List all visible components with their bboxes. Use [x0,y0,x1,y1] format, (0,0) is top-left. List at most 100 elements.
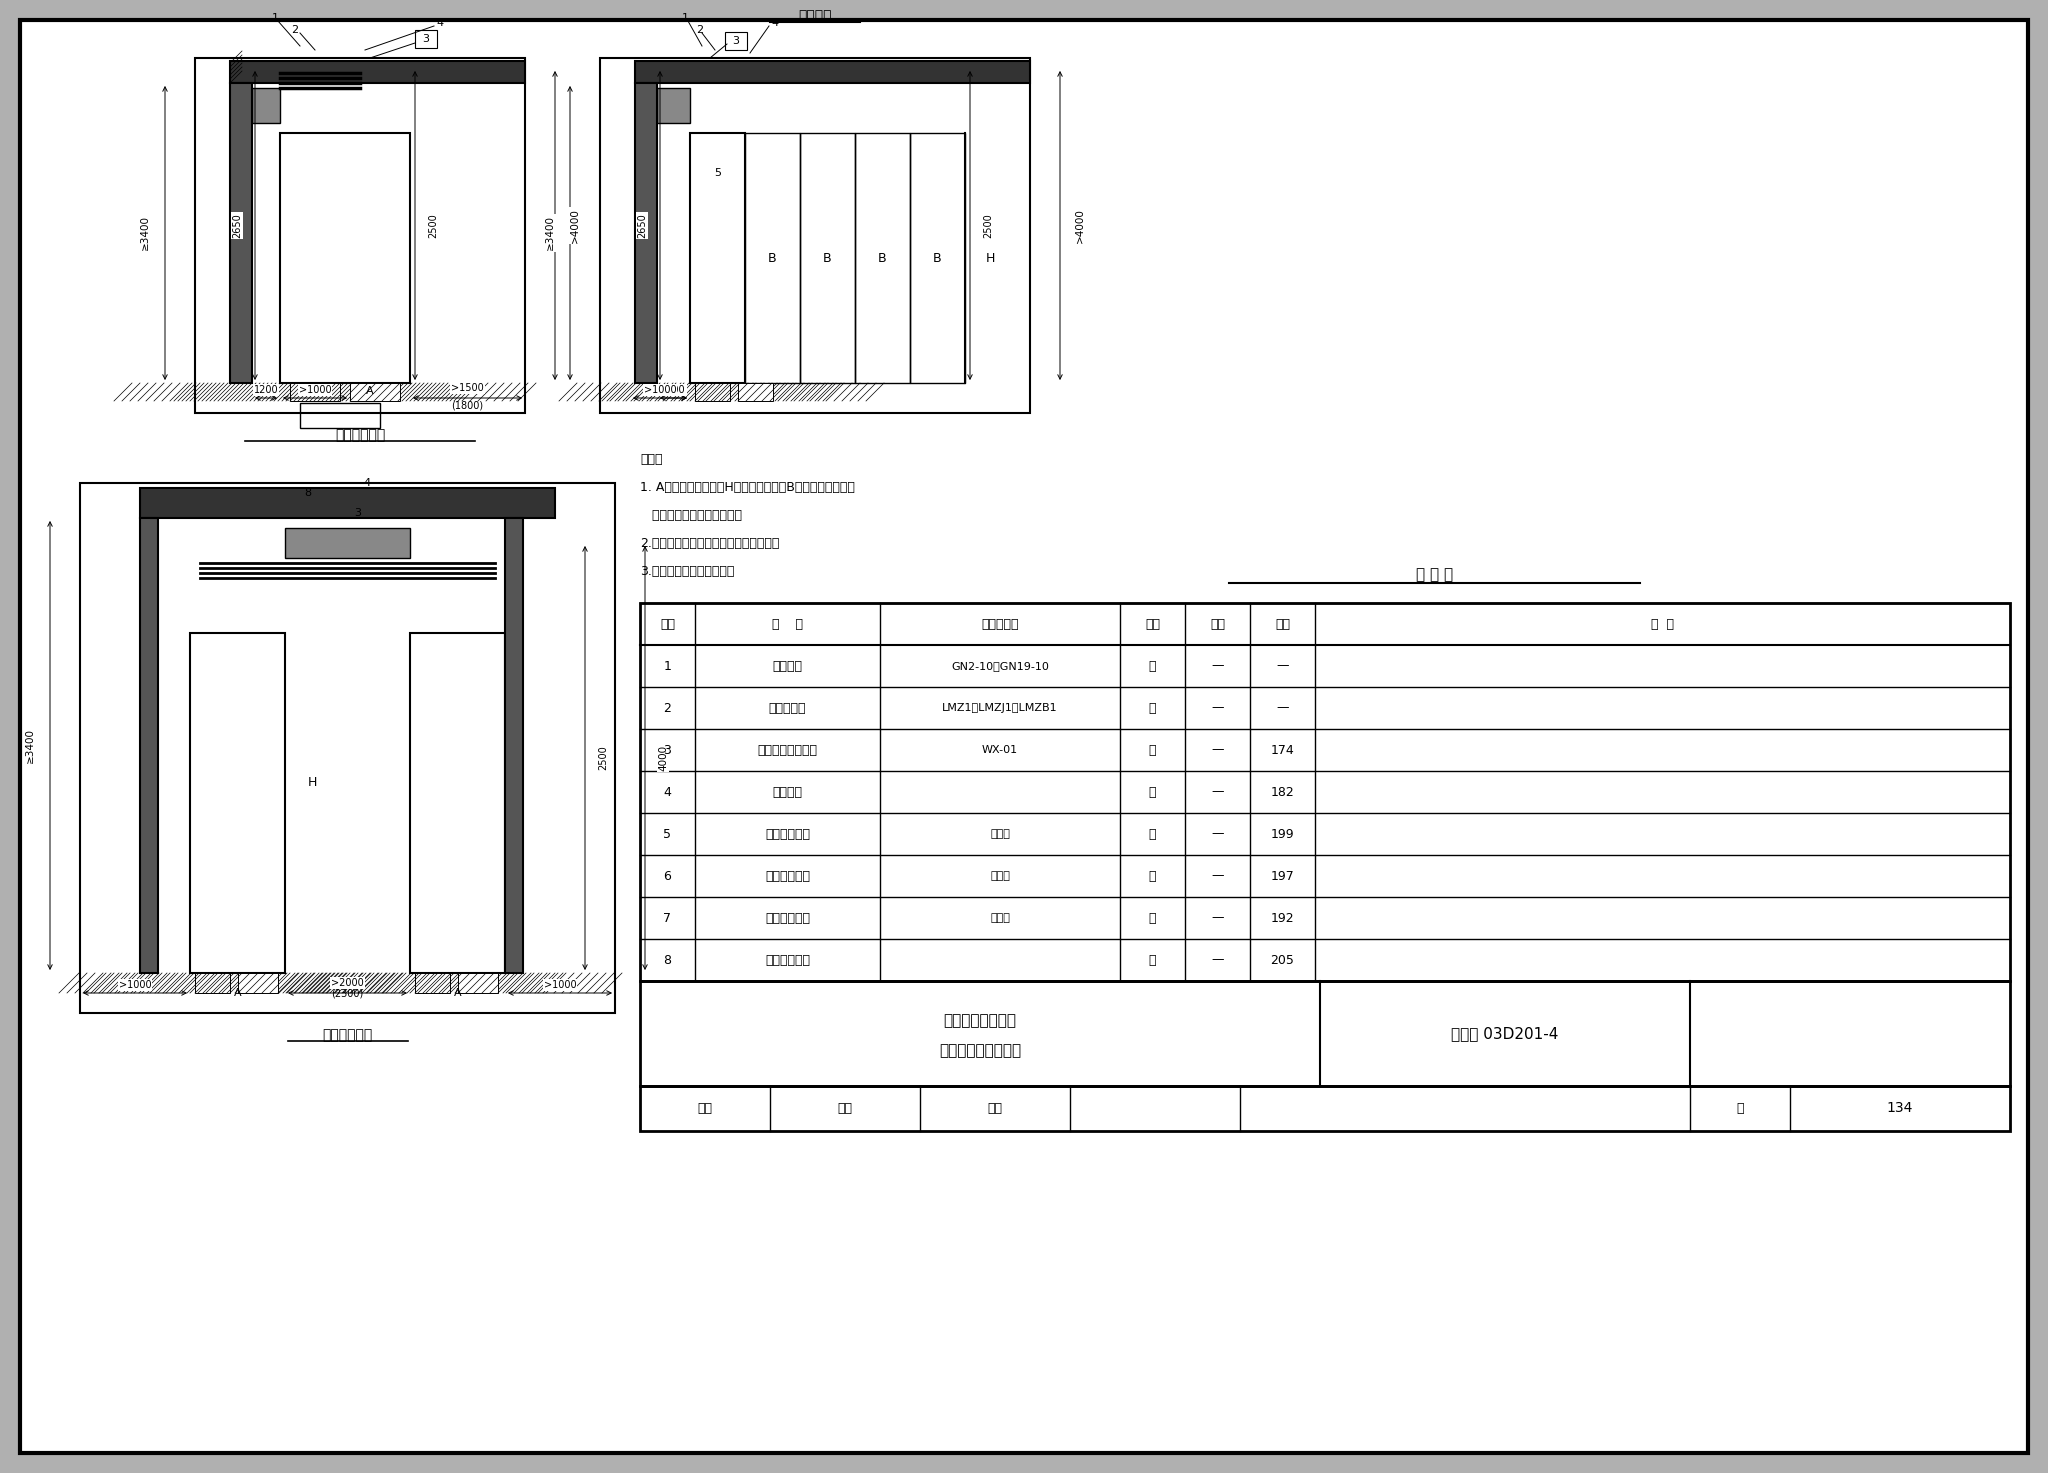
Text: GN2-10、GN19-10: GN2-10、GN19-10 [950,661,1049,672]
Text: 序号: 序号 [659,617,676,630]
Text: 134: 134 [1886,1102,1913,1115]
Bar [190,633,285,974]
Bar [229,60,524,82]
Text: 1200: 1200 [254,384,279,395]
Text: 备  注: 备 注 [1651,617,1673,630]
Text: 四线式: 四线式 [989,913,1010,924]
Text: 低压母线支架: 低压母线支架 [766,869,811,882]
Bar [657,88,690,124]
Text: WX-01: WX-01 [981,745,1018,756]
Text: >1000: >1000 [543,980,575,990]
Text: 1: 1 [664,660,672,673]
Text: >2000: >2000 [332,978,365,988]
Text: (2300): (2300) [332,988,365,999]
Bar [238,974,279,993]
Text: >4000: >4000 [1075,208,1085,243]
Text: —: — [1276,660,1288,673]
Text: ≥3400: ≥3400 [25,728,35,763]
Text: 2500: 2500 [598,745,608,770]
Bar [635,60,1030,82]
Text: B: B [934,252,942,265]
Text: A: A [233,988,242,999]
Text: 5: 5 [715,168,721,178]
Text: ≥3400: ≥3400 [139,215,150,250]
Text: 四线式: 四线式 [989,871,1010,881]
Text: 电车线路用绝缘子: 电车线路用绝缘子 [758,744,817,757]
Text: 6: 6 [664,869,672,882]
Text: （裸母线）（示例）: （裸母线）（示例） [938,1043,1022,1059]
Bar [694,383,729,401]
Bar [639,981,2009,1086]
Text: 明 细 表: 明 细 表 [1415,567,1454,582]
Text: 台: 台 [1149,660,1157,673]
Text: 3: 3 [354,508,360,518]
Text: —: — [1210,912,1225,925]
Text: 8: 8 [303,488,311,498]
Text: —: — [1276,701,1288,714]
Bar [506,518,522,974]
Text: 1200: 1200 [662,384,686,395]
Text: 3: 3 [733,35,739,46]
Text: 个: 个 [1149,744,1157,757]
Text: 母线夹具: 母线夹具 [772,785,803,798]
Bar [281,133,410,383]
Bar [195,974,229,993]
Text: 1: 1 [272,13,279,24]
Text: 2500: 2500 [983,214,993,237]
Text: —: — [1210,828,1225,841]
Text: 审核: 审核 [698,1102,713,1115]
Text: B: B [823,252,831,265]
Text: 197: 197 [1270,869,1294,882]
Text: 8: 8 [664,953,672,966]
Text: 侧面进线: 侧面进线 [799,9,831,24]
Text: —: — [1210,744,1225,757]
Text: 说明：: 说明： [639,454,662,465]
Text: 1. A为开关柜的厚度，H为开关柜高度，B为开关柜的宽度，: 1. A为开关柜的厚度，H为开关柜高度，B为开关柜的宽度， [639,482,854,493]
Bar [909,133,965,383]
Bar [690,133,745,383]
Text: 个: 个 [1149,869,1157,882]
Text: —: — [1210,660,1225,673]
Text: (1800): (1800) [451,401,483,409]
Bar [639,602,2009,981]
Text: 四线式: 四线式 [989,829,1010,840]
Text: A: A [455,988,461,999]
Text: 1: 1 [682,13,688,24]
Text: 单侧离墙安装: 单侧离墙安装 [336,429,385,442]
Bar [635,82,657,383]
Bar [801,133,854,383]
Text: 图集号 03D201-4: 图集号 03D201-4 [1452,1027,1559,1041]
Bar [139,518,158,974]
Text: B: B [879,252,887,265]
Text: 数量: 数量 [1210,617,1225,630]
Text: 个: 个 [1149,701,1157,714]
Bar [80,483,614,1013]
Text: 个: 个 [1149,828,1157,841]
Text: 低压母线支架: 低压母线支架 [766,912,811,925]
Text: 校对: 校对 [838,1102,852,1115]
Bar [285,527,410,558]
Text: 4: 4 [436,18,444,28]
Text: 型号及规格: 型号及规格 [981,617,1018,630]
Text: 付: 付 [1149,785,1157,798]
Text: 4000: 4000 [657,745,668,770]
Bar [600,57,1030,412]
Bar [416,974,451,993]
Text: —: — [1210,701,1225,714]
Bar [299,404,381,429]
Text: 199: 199 [1270,828,1294,841]
Text: 2: 2 [696,25,705,35]
Text: 名    称: 名 称 [772,617,803,630]
Text: 2: 2 [664,701,672,714]
Text: 4: 4 [365,479,371,488]
Bar [725,32,748,50]
Text: 3: 3 [664,744,672,757]
Text: LMZ1、LMZJ1、LMZB1: LMZ1、LMZJ1、LMZB1 [942,703,1059,713]
Bar [416,29,436,49]
Text: H: H [307,776,317,790]
Text: B: B [768,252,776,265]
Text: 电流互感器: 电流互感器 [768,701,807,714]
Text: 个: 个 [1149,953,1157,966]
Text: 2500: 2500 [428,214,438,237]
Text: A: A [367,386,375,396]
